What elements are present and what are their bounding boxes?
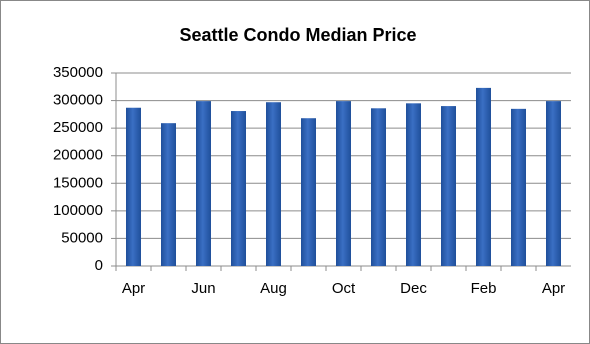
bar: [406, 103, 421, 266]
bar: [196, 101, 211, 266]
x-tick-label: Apr: [122, 280, 145, 297]
bar: [441, 106, 456, 266]
bar: [511, 108, 526, 266]
bar: [371, 108, 386, 266]
x-tick-label: Oct: [332, 280, 356, 297]
x-tick-label: Feb: [471, 280, 497, 297]
bar: [161, 123, 176, 267]
y-tick-label: 0: [95, 257, 103, 274]
x-tick-label: Aug: [260, 280, 287, 297]
x-tick-label: Jun: [191, 280, 215, 297]
y-tick-label: 100000: [53, 202, 103, 219]
bar: [126, 107, 141, 267]
y-tick-label: 200000: [53, 147, 103, 164]
chart-title: Seattle Condo Median Price: [179, 25, 416, 45]
y-tick-label: 250000: [53, 119, 103, 136]
bar: [336, 101, 351, 266]
bar: [546, 101, 561, 266]
bar: [301, 118, 316, 267]
bar: [231, 111, 246, 266]
x-tick-label: Dec: [400, 280, 427, 297]
bar: [266, 102, 281, 267]
y-tick-label: 150000: [53, 174, 103, 191]
y-tick-label: 300000: [53, 92, 103, 109]
bar: [476, 87, 491, 266]
y-tick-label: 350000: [53, 64, 103, 81]
x-tick-label: Apr: [542, 280, 565, 297]
y-tick-label: 50000: [61, 229, 103, 246]
